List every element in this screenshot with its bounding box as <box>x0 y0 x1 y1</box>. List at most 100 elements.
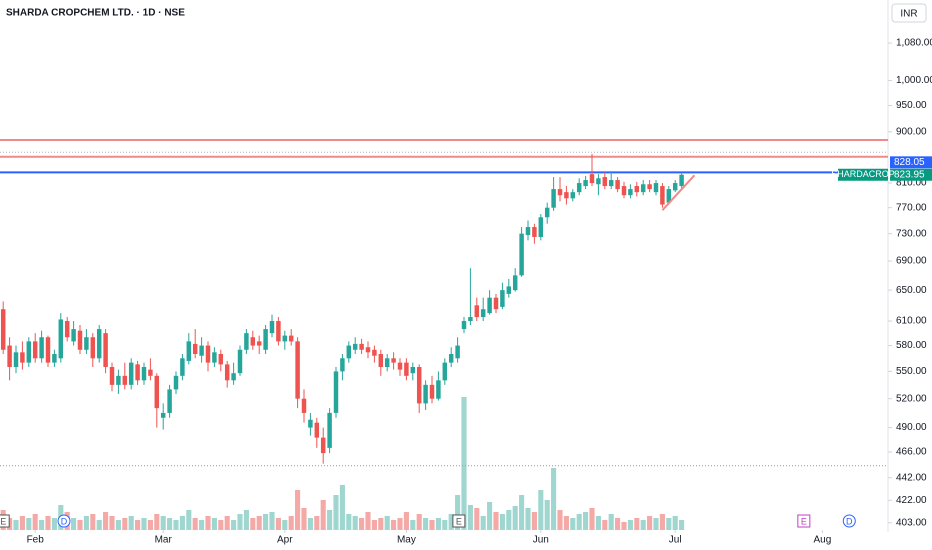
volume-bar <box>551 468 557 530</box>
candle-body <box>468 317 473 322</box>
volume-bar <box>243 510 249 530</box>
volume-bar <box>167 518 173 530</box>
volume-bar <box>122 518 128 530</box>
candle-body <box>7 345 12 367</box>
volume-bar <box>314 516 320 530</box>
x-tick-label: Aug <box>814 535 832 546</box>
symbol-tag <box>838 168 888 181</box>
y-tick-label: 1,080.00 <box>896 38 932 49</box>
candle-body <box>352 343 358 350</box>
x-tick-label: Mar <box>155 535 173 546</box>
volume-bar <box>45 516 51 530</box>
volume-bar <box>224 516 230 530</box>
candle-body <box>282 335 288 342</box>
volume-bar <box>595 516 601 530</box>
candle-body <box>493 297 499 310</box>
volume-bar <box>179 516 185 530</box>
volume-bar <box>160 516 166 530</box>
candle-body <box>576 183 582 193</box>
event-label: E <box>456 516 462 526</box>
trendline <box>661 174 696 211</box>
candle-body <box>26 341 32 363</box>
candle-body <box>186 341 192 361</box>
y-tick-label: 422.00 <box>896 495 927 506</box>
candle-body <box>544 207 550 218</box>
candle-body <box>218 354 224 365</box>
y-tick-label: 1,000.00 <box>896 75 932 86</box>
currency: INR <box>900 9 917 20</box>
volume-bar <box>83 516 89 530</box>
volume-bar <box>416 514 422 530</box>
candle-body <box>391 358 396 363</box>
volume-bar <box>589 508 595 530</box>
volume-bar <box>621 522 627 530</box>
candle-body <box>295 341 300 399</box>
candle-body <box>13 352 19 367</box>
volume-bar <box>141 518 147 530</box>
volume-bar <box>487 502 493 530</box>
y-tick-label: 770.00 <box>896 202 927 213</box>
volume-bar <box>333 495 339 530</box>
volume-bar <box>147 520 153 530</box>
symbol-tag-label: SHARDACROP <box>831 169 895 179</box>
candle-body <box>128 362 134 385</box>
volume-bar <box>51 518 57 530</box>
volume-bar <box>371 520 377 530</box>
volume-bar <box>128 516 134 530</box>
candle-body <box>666 189 672 203</box>
candle-body <box>410 366 416 374</box>
candle-body <box>404 362 409 376</box>
candle-body <box>256 341 262 346</box>
candle-body <box>525 227 531 235</box>
candle-body <box>429 384 435 399</box>
candle-body <box>0 309 6 350</box>
candle-body <box>244 333 249 350</box>
y-tick-label: 730.00 <box>896 228 927 239</box>
candle-body <box>269 321 275 334</box>
candle-body <box>180 358 185 376</box>
volume-bar <box>352 516 358 530</box>
candle-body <box>160 412 166 418</box>
x-tick-label: Jun <box>533 535 549 546</box>
candle-body <box>58 319 64 359</box>
volume-bar <box>627 520 633 530</box>
y-tick-label: 690.00 <box>896 256 927 267</box>
candle-body <box>64 321 70 338</box>
volume-bar <box>423 518 429 530</box>
candle-body <box>116 375 121 385</box>
volume-bar <box>512 506 518 530</box>
candle-body <box>135 364 140 381</box>
event-label: D <box>846 516 853 526</box>
volume-bar <box>429 520 435 530</box>
event-marker <box>0 514 10 528</box>
candle-body <box>103 333 108 367</box>
volume-bar <box>71 518 77 530</box>
price-tag <box>890 156 932 169</box>
candle-body <box>397 362 403 370</box>
candle-body <box>653 183 659 193</box>
event-label: D <box>61 516 68 526</box>
candle-body <box>84 337 89 350</box>
currency-box[interactable] <box>891 3 927 23</box>
candle-body <box>333 371 339 413</box>
candle-body <box>231 373 236 381</box>
y-tick-label: 520.00 <box>896 393 927 404</box>
y-tick-label: 466.00 <box>896 447 927 458</box>
volume-bar <box>77 520 83 530</box>
volume-bar <box>186 510 192 530</box>
candle-body <box>327 412 332 448</box>
candle-body <box>263 329 268 350</box>
volume-bar <box>474 508 480 530</box>
event-marker <box>797 514 811 528</box>
x-tick-label: Apr <box>277 535 293 546</box>
candle-body <box>167 389 172 413</box>
y-tick-label: 950.00 <box>896 100 927 111</box>
volume-bar <box>211 518 217 530</box>
volume-bar <box>563 516 569 530</box>
candle-body <box>474 305 480 318</box>
volume-bar <box>461 397 467 530</box>
volume-bar <box>90 514 96 530</box>
volume-bar <box>672 516 678 530</box>
y-tick-label: 900.00 <box>896 126 927 137</box>
